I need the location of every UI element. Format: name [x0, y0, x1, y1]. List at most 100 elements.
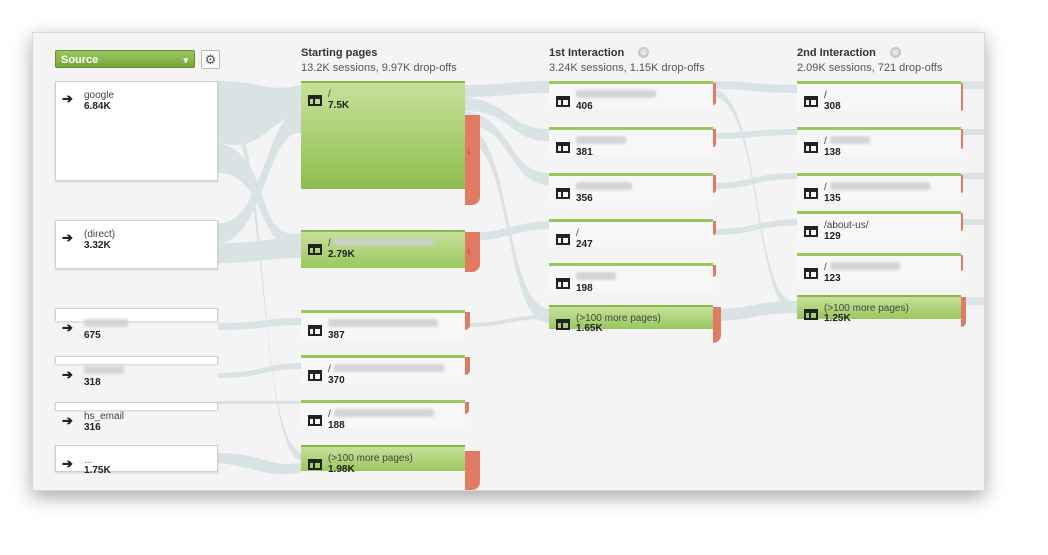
interaction-node[interactable]: /about-us/ 129	[797, 211, 961, 242]
interaction-node[interactable]: / 135	[797, 173, 961, 204]
source-node-4[interactable]: ➔ 318	[55, 356, 218, 388]
drop-off-bar[interactable]	[961, 255, 963, 271]
drop-off-bar[interactable]	[961, 297, 966, 327]
drop-off-bar[interactable]: ↓	[465, 232, 480, 272]
page-value: 138	[824, 147, 841, 158]
column-header-1st-interaction: 1st Interaction ⊗ 3.24K sessions, 1.15K d…	[549, 47, 705, 74]
interaction-node[interactable]: / 247	[549, 219, 713, 250]
column-title: 2nd Interaction	[797, 47, 876, 59]
interaction-node[interactable]: 381	[549, 127, 713, 158]
interaction-node[interactable]: / 123	[797, 253, 961, 284]
drop-off-bar[interactable]	[465, 402, 469, 414]
page-icon	[804, 142, 818, 153]
source-arrow-icon: ➔	[62, 367, 73, 382]
source-value: 1.75K	[84, 465, 111, 476]
interaction-node[interactable]: 406	[549, 81, 713, 112]
page-icon	[804, 226, 818, 237]
page-value: 188	[328, 420, 345, 431]
flow-link	[465, 221, 549, 241]
close-icon[interactable]: ⊗	[638, 47, 650, 58]
flow-link	[961, 81, 984, 89]
starting-page-node[interactable]: 387	[301, 310, 465, 341]
starting-page-node[interactable]: / 370	[301, 355, 465, 386]
source-arrow-icon: ➔	[62, 91, 73, 106]
chevron-down-icon: ▾	[183, 55, 188, 65]
source-label: ...	[84, 455, 93, 466]
page-icon	[556, 278, 570, 289]
page-value: 1.98K	[328, 464, 355, 475]
source-arrow-icon: ➔	[62, 413, 73, 428]
page-icon	[308, 370, 322, 381]
flow-link	[465, 81, 549, 97]
source-value: 6.84K	[84, 101, 111, 112]
source-value: 675	[84, 330, 101, 341]
drop-off-bar[interactable]	[961, 83, 963, 111]
starting-page-node[interactable]: / 2.79K	[301, 230, 465, 268]
page-label-redacted	[576, 90, 656, 101]
interaction-node-more[interactable]: (>100 more pages) 1.25K	[797, 295, 961, 324]
drop-off-bar[interactable]	[713, 307, 721, 343]
flow-link	[218, 401, 301, 404]
flow-link	[465, 97, 549, 141]
flow-link	[218, 453, 301, 475]
drop-off-bar[interactable]	[713, 129, 716, 147]
starting-page-node[interactable]: / 7.5K	[301, 81, 465, 189]
page-label: /	[824, 136, 870, 147]
page-label-redacted	[576, 136, 626, 147]
drop-off-bar[interactable]	[713, 83, 716, 105]
source-dropdown-label: Source	[61, 54, 99, 66]
page-icon	[804, 268, 818, 279]
flow-link	[961, 173, 984, 179]
drop-off-bar[interactable]	[713, 265, 716, 277]
source-node-direct[interactable]: ➔ (direct) 3.32K	[55, 220, 218, 269]
interaction-node[interactable]: 356	[549, 173, 713, 204]
page-icon	[308, 325, 322, 336]
flow-link	[713, 173, 797, 189]
drop-off-bar[interactable]	[465, 312, 470, 330]
interaction-node-more[interactable]: (>100 more pages) 1.65K	[549, 305, 713, 334]
flow-link	[465, 125, 549, 323]
page-label: (>100 more pages)	[328, 453, 413, 464]
page-label: (>100 more pages)	[824, 303, 909, 314]
interaction-node[interactable]: 198	[549, 263, 713, 294]
page-icon	[556, 188, 570, 199]
interaction-node[interactable]: / 138	[797, 127, 961, 158]
page-value: 370	[328, 375, 345, 386]
behavior-flow-panel: Source ▾ ⚙ Starting pages 13.2K sessions…	[32, 32, 985, 491]
drop-off-arrow-icon: ↓	[466, 145, 472, 157]
page-icon	[804, 309, 818, 320]
starting-page-node-more[interactable]: (>100 more pages) 1.98K	[301, 445, 465, 475]
source-node-google[interactable]: ➔ google 6.84K	[55, 81, 218, 181]
source-node-3[interactable]: ➔ 675	[55, 308, 218, 341]
drop-off-bar[interactable]	[713, 175, 716, 193]
source-dropdown[interactable]: Source ▾	[55, 50, 195, 68]
source-node-hs-email[interactable]: ➔ hs_email 316	[55, 402, 218, 433]
drop-off-bar[interactable]: ↓	[465, 115, 480, 205]
close-icon[interactable]: ⊗	[889, 47, 901, 58]
column-title: Starting pages	[301, 47, 378, 59]
page-label: /	[576, 228, 579, 239]
page-label: /	[824, 90, 827, 101]
page-value: 2.79K	[328, 249, 355, 260]
page-value: 1.65K	[576, 323, 603, 334]
flow-link	[713, 81, 797, 93]
drop-off-bar[interactable]	[465, 451, 480, 490]
interaction-node[interactable]: / 308	[797, 81, 961, 112]
source-node-other[interactable]: ➔ ... 1.75K	[55, 445, 218, 476]
drop-off-bar[interactable]	[961, 129, 963, 149]
flow-link	[465, 315, 549, 327]
drop-off-bar[interactable]	[961, 213, 963, 231]
drop-off-bar[interactable]	[465, 357, 470, 375]
page-label: /	[328, 89, 331, 100]
column-summary: 13.2K sessions, 9.97K drop-offs	[301, 62, 457, 74]
page-value: 198	[576, 283, 593, 294]
page-value: 381	[576, 147, 593, 158]
page-label-redacted	[576, 272, 616, 283]
source-label: (direct)	[84, 229, 116, 240]
column-summary: 3.24K sessions, 1.15K drop-offs	[549, 62, 705, 74]
starting-page-node[interactable]: / 188	[301, 400, 465, 431]
drop-off-bar[interactable]	[713, 221, 716, 235]
page-value: 406	[576, 101, 593, 112]
gear-icon[interactable]: ⚙	[201, 50, 220, 69]
drop-off-bar[interactable]	[961, 175, 963, 193]
